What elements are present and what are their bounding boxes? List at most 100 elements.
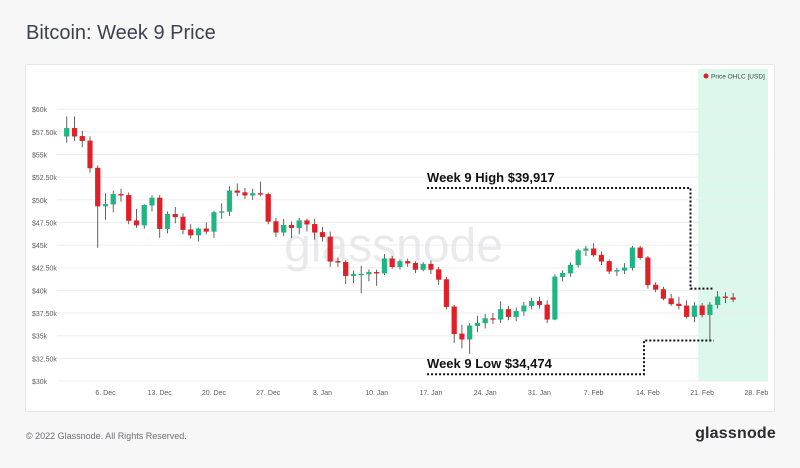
candle (358, 265, 364, 294)
x-tick-label: 14. Feb (636, 390, 660, 397)
candle (389, 255, 395, 269)
candle-body-down (606, 261, 612, 272)
week9-low-label: Week 9 Low $34,474 (427, 356, 553, 371)
candle-body-down (598, 254, 605, 262)
candle-body-down (234, 190, 240, 193)
candle-body-down (126, 195, 132, 221)
candle (265, 192, 271, 225)
candle-body-down (443, 279, 450, 307)
candle-body-down (451, 306, 457, 335)
candle (257, 181, 264, 197)
candle-body-up (482, 318, 488, 324)
candle-body-down (436, 269, 442, 280)
x-tick-label: 13. Dec (148, 390, 173, 397)
candle (250, 188, 256, 200)
x-tick-label: 7. Feb (584, 390, 604, 397)
candle-body-down (133, 220, 140, 226)
candle-body-up (575, 250, 581, 266)
candle (614, 267, 620, 276)
candle (288, 221, 295, 238)
candle-body-up (110, 194, 116, 205)
candle-body-down (699, 305, 705, 316)
candle (102, 193, 109, 220)
candle (242, 187, 248, 199)
candle-body-down (242, 192, 248, 196)
candle-body-up (366, 272, 372, 275)
candle-body-up (560, 272, 566, 277)
candle (296, 217, 302, 235)
candle (343, 260, 349, 285)
candle (653, 282, 659, 293)
week9-low-line (427, 339, 714, 376)
candle (459, 324, 465, 349)
candle-body-up (498, 309, 504, 320)
candle-body-up (467, 325, 473, 340)
candle (668, 294, 674, 306)
candle-body-down (459, 333, 465, 340)
candle-body-up (583, 248, 589, 251)
candle (234, 183, 240, 197)
candle-body-up (529, 301, 535, 306)
candle-body-down (172, 214, 178, 218)
x-tick-label: 28. Feb (745, 390, 769, 397)
candle-body-up (691, 305, 697, 317)
candle (397, 259, 403, 270)
candle-body-up (614, 270, 620, 272)
candle (691, 302, 697, 323)
y-tick-label: $60k (32, 107, 48, 114)
candle (544, 300, 550, 323)
candle-body-down (312, 224, 318, 233)
candle-body-up (552, 276, 558, 320)
y-tick-label: $47.50k (32, 220, 57, 227)
candle-body-down (79, 136, 85, 142)
candle (110, 190, 116, 213)
y-tick-label: $32.50k (32, 356, 57, 363)
y-tick-label: $57.50k (32, 130, 57, 137)
x-tick-label: 3. Jan (313, 390, 332, 397)
candle (567, 262, 574, 277)
candle-body-up (350, 273, 357, 277)
brand-logo: glassnode (695, 425, 776, 442)
candle-body-down (343, 262, 349, 277)
candle (203, 222, 209, 235)
candle (366, 269, 372, 282)
candle (715, 291, 721, 309)
candle-body-up (141, 204, 147, 226)
x-tick-label: 17. Jan (419, 390, 442, 397)
candle (350, 270, 357, 284)
candle (226, 186, 233, 217)
y-tick-label: $30k (32, 379, 48, 386)
candle (552, 274, 558, 321)
candle-body-down (505, 309, 512, 317)
candle (684, 300, 690, 319)
candle (172, 207, 178, 224)
candle-body-up (219, 211, 225, 213)
x-tick-label: 27. Dec (256, 390, 281, 397)
candle (629, 245, 636, 271)
x-tick-label: 20. Dec (202, 390, 227, 397)
candle (707, 302, 713, 341)
candle (498, 301, 504, 323)
candle (575, 248, 581, 268)
candle-body-up (381, 258, 388, 274)
candle (273, 217, 279, 237)
week9-highlight-band (698, 69, 768, 381)
candle (71, 116, 78, 141)
candle (436, 266, 442, 285)
candle-body-down (722, 296, 728, 298)
candle-body-down (490, 318, 496, 320)
candle (505, 305, 512, 321)
candle-body-up (211, 212, 217, 232)
candle (699, 303, 705, 318)
candle (428, 260, 434, 275)
candle-body-up (102, 204, 109, 207)
candle (637, 245, 643, 260)
candle (467, 323, 473, 354)
candle-body-down (684, 305, 690, 317)
candle (219, 203, 225, 219)
candle-body-up (195, 228, 202, 236)
candle-body-down (668, 298, 674, 305)
candle (598, 251, 605, 265)
candle (722, 292, 728, 304)
candle (304, 218, 310, 232)
